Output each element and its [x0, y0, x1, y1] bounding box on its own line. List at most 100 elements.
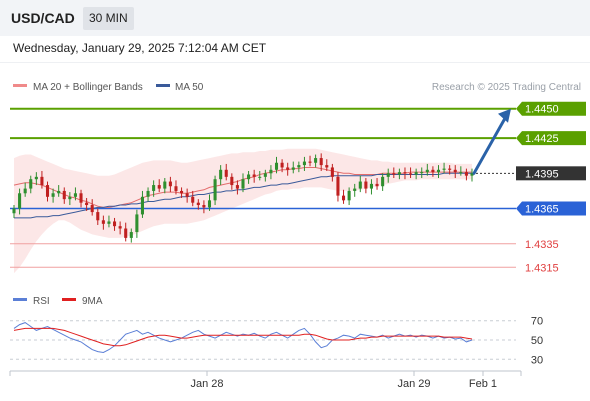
level-box-1.4395 [516, 166, 586, 181]
candle [241, 173, 245, 193]
level-label-1.4450: 1.4450 [525, 104, 559, 116]
candle [291, 161, 295, 174]
candle-body [146, 190, 150, 197]
rsi-level-label-50: 50 [531, 335, 543, 347]
level-label-1.4315: 1.4315 [525, 262, 559, 274]
candle [118, 221, 122, 235]
candle [319, 153, 323, 171]
rsi-level-label-70: 70 [531, 316, 543, 328]
level-box-1.4365 [516, 201, 586, 216]
ma50-legend-swatch [156, 84, 170, 87]
candle [73, 187, 77, 201]
candle [62, 187, 66, 204]
candle [280, 159, 284, 173]
candle [470, 168, 474, 182]
timeframe-button[interactable]: 30 MIN [83, 7, 134, 30]
candle [85, 197, 89, 211]
candle-body [196, 202, 200, 206]
candle-body [45, 185, 50, 197]
candle-body [174, 186, 178, 191]
candle [140, 190, 144, 218]
candle [464, 168, 468, 181]
candle [163, 178, 167, 194]
candle-body [258, 176, 262, 178]
candle [436, 165, 441, 179]
candle-body [18, 193, 22, 209]
candle [459, 166, 463, 176]
candle [113, 217, 117, 231]
rsi-legend-label: RSI [33, 296, 50, 307]
candle-body [168, 181, 172, 187]
rsi-legend-swatch [13, 298, 27, 301]
x-tick-label: Feb 1 [469, 378, 497, 390]
candle-body [135, 214, 139, 233]
candle [146, 187, 150, 202]
candle [213, 175, 217, 206]
candle-body [202, 205, 206, 208]
copyright-label: Research © 2025 Trading Central [432, 82, 581, 93]
candle [381, 173, 385, 191]
candle [353, 183, 357, 197]
candle-body [308, 161, 312, 163]
candle [23, 182, 27, 197]
candle-body [12, 208, 16, 214]
candle-body [425, 169, 429, 173]
candle [129, 228, 133, 243]
candle-body [235, 185, 239, 189]
candle [342, 189, 346, 204]
candle [286, 162, 290, 176]
candle [431, 166, 435, 177]
candle-body [263, 173, 267, 177]
candle [68, 192, 72, 206]
candle-body [23, 188, 27, 194]
candle-body [314, 158, 318, 163]
candle-body [386, 173, 390, 177]
forecast-arrow-shaft [472, 113, 509, 175]
level-box-1.4450 [516, 101, 586, 116]
candle [252, 169, 256, 183]
level-box-1.4425 [516, 131, 586, 146]
candle-body [470, 173, 474, 176]
candle [425, 163, 429, 176]
candle [191, 190, 195, 207]
candle [274, 156, 279, 174]
candle-body [101, 220, 105, 224]
x-axis-ticks: Jan 28 Jan 29 Feb 1 [190, 371, 497, 390]
candle [397, 168, 401, 180]
candle [196, 199, 200, 210]
candle-body [420, 172, 424, 174]
candle-body [213, 179, 217, 201]
candle-body [62, 190, 66, 200]
candle-body [152, 185, 156, 191]
candle-body [274, 162, 279, 170]
candle [403, 167, 407, 180]
candle-body [34, 176, 38, 180]
candle-body [297, 165, 301, 168]
candle [375, 178, 379, 190]
candle-body [330, 167, 334, 177]
candle [297, 161, 301, 173]
candle-body [40, 176, 44, 186]
candle-body [325, 165, 329, 168]
candle-body [124, 228, 128, 238]
candle [202, 200, 206, 214]
datetime-label: Wednesday, January 29, 2025 7:12:04 AM C… [13, 41, 267, 55]
candle [442, 162, 446, 174]
candle-body [207, 200, 212, 208]
level-label-1.4395: 1.4395 [525, 168, 559, 180]
candle-body [29, 179, 33, 189]
candle-body [453, 169, 457, 173]
forecast-arrow-head [498, 108, 511, 123]
candle [174, 180, 178, 195]
candle-body [140, 196, 144, 215]
candle-body [358, 181, 362, 189]
candle [269, 165, 273, 180]
candle-body [442, 168, 446, 170]
candle [302, 156, 306, 171]
candle [263, 169, 267, 182]
candle [358, 175, 362, 193]
ma9-legend-swatch [62, 298, 76, 301]
candle-body [180, 190, 184, 194]
ma20-legend-swatch [13, 84, 27, 87]
candle [45, 181, 50, 202]
